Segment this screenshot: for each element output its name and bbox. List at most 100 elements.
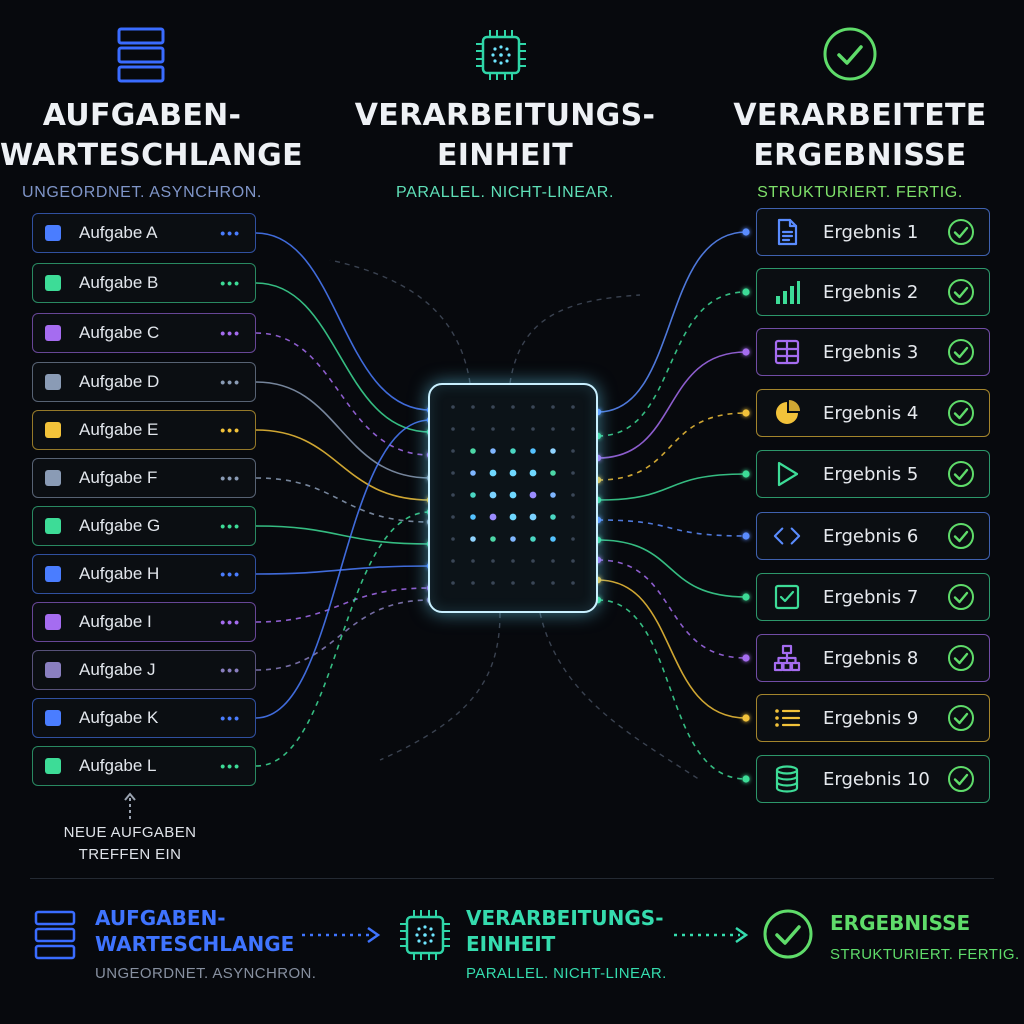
processor-dot	[529, 469, 537, 477]
more-dots-icon[interactable]: •••	[220, 614, 241, 630]
result-card[interactable]: Ergebnis 4	[756, 389, 990, 437]
result-card[interactable]: Ergebnis 1	[756, 208, 990, 256]
more-dots-icon[interactable]: •••	[220, 758, 241, 774]
more-dots-icon[interactable]: •••	[220, 422, 241, 438]
processor-dot	[551, 559, 555, 563]
queue-subtitle: UNGEORDNET. ASYNCHRON.	[22, 184, 262, 201]
more-dots-icon[interactable]: •••	[220, 275, 241, 291]
processor-dot	[571, 581, 575, 585]
processor-dot	[511, 427, 515, 431]
processor-dot	[571, 449, 575, 453]
results-title-line2: ERGEBNISSE	[753, 138, 967, 173]
more-dots-icon[interactable]: •••	[220, 325, 241, 341]
ambient-flow-line	[329, 259, 471, 384]
task-card[interactable]: Aufgabe C •••	[32, 313, 256, 353]
task-color-swatch	[45, 614, 61, 630]
result-label: Ergebnis 8	[823, 647, 919, 669]
task-label: Aufgabe D	[79, 372, 160, 391]
result-label: Ergebnis 3	[823, 341, 919, 363]
processor-dot	[490, 448, 496, 454]
processor-dot	[550, 492, 556, 498]
result-card[interactable]: Ergebnis 7	[756, 573, 990, 621]
task-card[interactable]: Aufgabe J •••	[32, 650, 256, 690]
result-port-dot	[742, 532, 750, 540]
more-dots-icon[interactable]: •••	[220, 470, 241, 486]
legend-results-title: ERGEBNISSE	[830, 911, 971, 935]
check-circle-icon	[947, 278, 975, 306]
result-card[interactable]: Ergebnis 2	[756, 268, 990, 316]
more-dots-icon[interactable]: •••	[220, 566, 241, 582]
processor-dot	[451, 449, 455, 453]
result-port-dot	[742, 714, 750, 722]
processor-dot	[571, 515, 575, 519]
processor-dot	[489, 469, 497, 477]
more-dots-icon[interactable]: •••	[220, 225, 241, 241]
processor-dot	[511, 581, 515, 585]
task-card[interactable]: Aufgabe I •••	[32, 602, 256, 642]
result-card[interactable]: Ergebnis 3	[756, 328, 990, 376]
task-card[interactable]: Aufgabe A •••	[32, 213, 256, 253]
task-color-swatch	[45, 470, 61, 486]
task-card[interactable]: Aufgabe E •••	[32, 410, 256, 450]
task-connection-line	[255, 282, 431, 433]
ambient-flow-line	[509, 294, 641, 384]
processor-dot	[470, 536, 476, 542]
more-dots-icon[interactable]: •••	[220, 518, 241, 534]
result-label: Ergebnis 2	[823, 281, 919, 303]
legend-queue-title-line1: AUFGABEN-	[95, 906, 226, 930]
processor-header: VERARBEITUNGS- EINHEIT PARALLEL. NICHT-L…	[350, 96, 660, 202]
processor-dot	[451, 427, 455, 431]
task-card[interactable]: Aufgabe G •••	[32, 506, 256, 546]
list-icon	[773, 704, 801, 732]
more-dots-icon[interactable]: •••	[220, 374, 241, 390]
task-color-swatch	[45, 422, 61, 438]
legend-check-circle-icon	[762, 908, 814, 965]
task-card[interactable]: Aufgabe H •••	[32, 554, 256, 594]
code-icon	[773, 522, 801, 550]
processor-dot	[451, 559, 455, 563]
task-label: Aufgabe C	[79, 323, 160, 342]
processor-dot	[510, 536, 516, 542]
task-label: Aufgabe E	[79, 420, 159, 439]
result-card[interactable]: Ergebnis 8	[756, 634, 990, 682]
legend-stack-icon	[34, 910, 76, 965]
processor-dot	[571, 559, 575, 563]
result-card[interactable]: Ergebnis 9	[756, 694, 990, 742]
task-connection-line	[255, 381, 431, 479]
task-card[interactable]: Aufgabe K •••	[32, 698, 256, 738]
result-label: Ergebnis 7	[823, 586, 919, 608]
task-connection-line	[255, 429, 431, 501]
result-card[interactable]: Ergebnis 6	[756, 512, 990, 560]
check-circle-icon	[947, 399, 975, 427]
task-card[interactable]: Aufgabe B •••	[32, 263, 256, 303]
task-card[interactable]: Aufgabe F •••	[32, 458, 256, 498]
result-card[interactable]: Ergebnis 5	[756, 450, 990, 498]
result-connection-line	[597, 519, 747, 537]
bar-chart-icon	[773, 278, 801, 306]
processor-dot	[550, 470, 556, 476]
task-connection-line	[255, 232, 431, 411]
processor-dot	[491, 405, 495, 409]
result-card[interactable]: Ergebnis 10	[756, 755, 990, 803]
task-connection-line	[255, 587, 431, 623]
task-card[interactable]: Aufgabe D •••	[32, 362, 256, 402]
task-color-swatch	[45, 374, 61, 390]
processor-dot	[471, 581, 475, 585]
arrival-note: NEUE AUFGABEN TREFFEN EIN	[30, 822, 230, 866]
processor-dot	[530, 448, 536, 454]
more-dots-icon[interactable]: •••	[220, 710, 241, 726]
processor-dot	[451, 471, 455, 475]
more-dots-icon[interactable]: •••	[220, 662, 241, 678]
processor-dot	[451, 405, 455, 409]
processor-dot	[491, 581, 495, 585]
divider	[30, 878, 994, 879]
processor-dot	[531, 559, 535, 563]
task-card[interactable]: Aufgabe L •••	[32, 746, 256, 786]
task-color-swatch	[45, 566, 61, 582]
task-color-swatch	[45, 710, 61, 726]
check-circle-icon	[947, 704, 975, 732]
processor-dot	[550, 514, 556, 520]
results-subtitle: STRUKTURIERT. FERTIG.	[757, 184, 963, 201]
processor-dot-grid	[451, 405, 575, 585]
document-icon	[773, 218, 801, 246]
